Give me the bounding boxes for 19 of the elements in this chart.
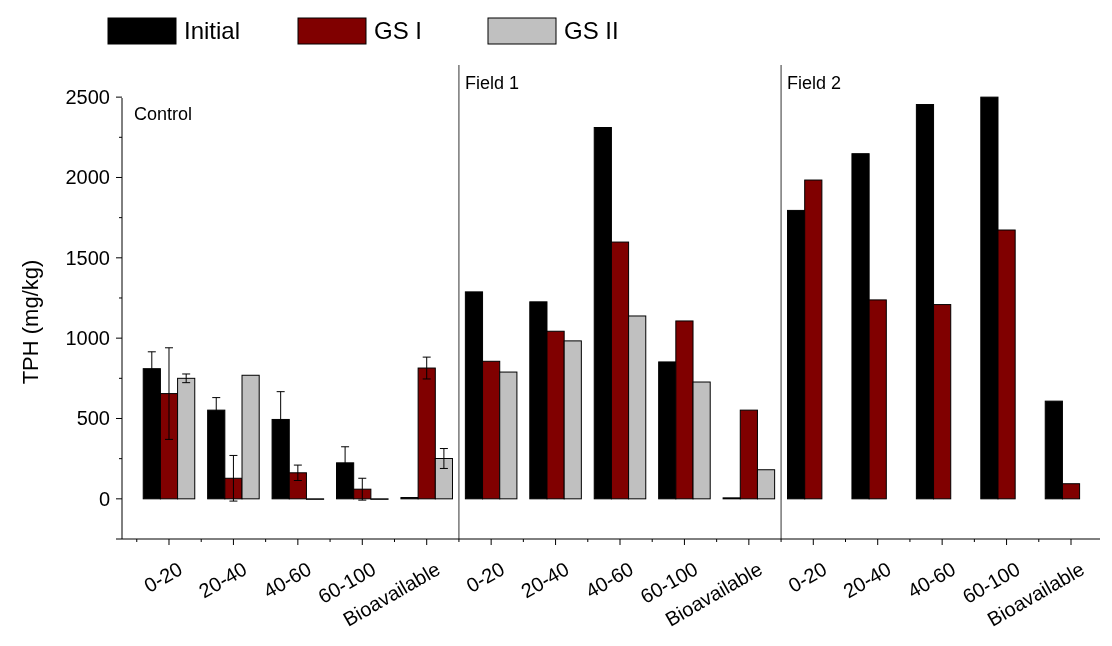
x-tick-label: 0-20 <box>784 557 831 597</box>
y-tick-label: 1000 <box>65 327 110 350</box>
y-tick-label: 1500 <box>65 246 110 269</box>
annotation: Field 1 <box>464 73 519 93</box>
y-tick-label: 2500 <box>65 86 110 109</box>
x-tick-label: 40-60 <box>259 557 315 603</box>
y-tick-label: 0 <box>98 487 110 510</box>
legend-label: GS I <box>374 17 423 45</box>
x-tick-label: 40-60 <box>581 557 637 603</box>
x-tick-label: 40-60 <box>903 557 960 603</box>
x-tick-label: 0-20 <box>140 557 186 597</box>
annotation: Control <box>134 104 193 124</box>
y-axis-title: TPH (mg/kg) <box>18 259 43 385</box>
annotation: Field 2 <box>787 73 842 93</box>
y-tick-label: 2000 <box>65 166 110 189</box>
x-tick-label: 0-20 <box>462 557 509 597</box>
legend-label: GS II <box>564 17 619 45</box>
legend-label: Initial <box>184 17 241 45</box>
y-tick-label: 500 <box>76 407 110 430</box>
